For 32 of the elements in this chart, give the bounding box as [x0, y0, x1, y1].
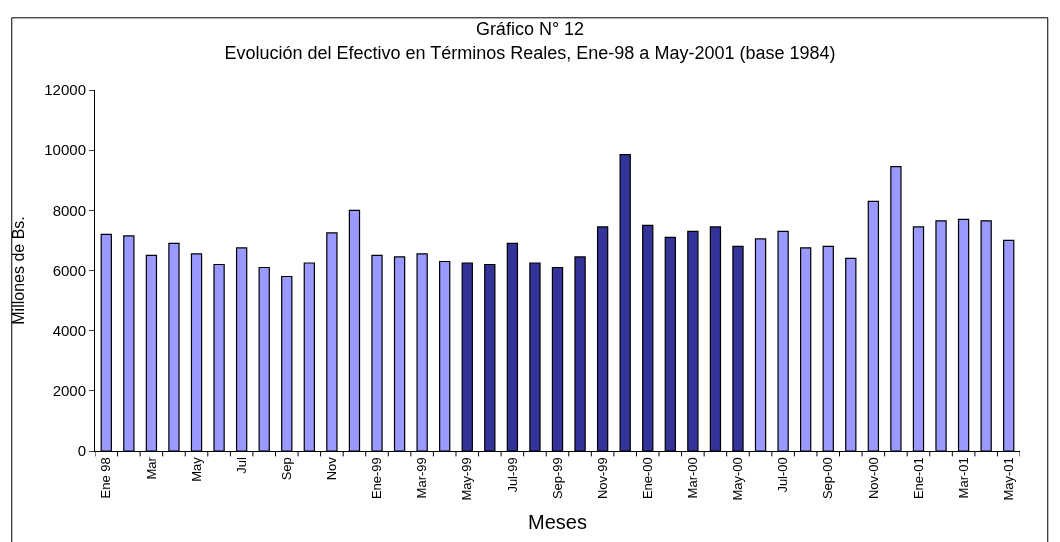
x-tick-label: Jul-99	[504, 457, 520, 493]
x-tick-label: Sep	[278, 457, 294, 481]
x-tick-label: Jul	[233, 457, 249, 474]
x-tick-label: Mar	[143, 456, 159, 480]
y-tick-label: 4000	[52, 321, 86, 339]
x-tick-label: Sep-99	[549, 457, 565, 500]
y-tick-label: 0	[77, 442, 86, 460]
x-tick-label: Nov-00	[865, 457, 881, 500]
x-tick-label: Mar-00	[685, 457, 701, 499]
x-tick-label: Nov-99	[594, 457, 610, 500]
y-tick-label: 2000	[52, 382, 86, 400]
x-tick-label: May	[188, 456, 204, 482]
x-tick-label: Mar-01	[955, 457, 971, 499]
x-tick-label: May-00	[730, 457, 746, 501]
y-tick-label: 8000	[52, 201, 86, 219]
y-tick-label: 10000	[44, 141, 86, 159]
y-axis-title: Millones de Bs.	[10, 216, 28, 325]
x-tick-label: May-01	[1000, 457, 1016, 501]
x-axis-title: Meses	[528, 511, 587, 534]
x-tick-label: Jul-00	[775, 457, 791, 493]
x-tick-label: Mar-99	[414, 457, 430, 499]
x-tick-label: Ene 98	[98, 457, 114, 499]
x-tick-label: Sep-00	[820, 457, 836, 500]
chart-title: Gráfico N° 12	[475, 19, 585, 40]
x-tick-label: Ene-99	[369, 457, 385, 500]
x-tick-label: Ene-01	[910, 457, 926, 500]
chart-subtitle: Evolución del Efectivo en Términos Reales, Ene-98 a May-2001 (base 1984)	[224, 42, 836, 63]
x-tick-label: May-99	[459, 457, 475, 501]
y-tick-label: 6000	[52, 261, 86, 279]
x-tick-label: Nov	[324, 456, 340, 481]
y-tick-label: 12000	[44, 81, 86, 99]
x-tick-label: Ene-00	[639, 457, 655, 500]
